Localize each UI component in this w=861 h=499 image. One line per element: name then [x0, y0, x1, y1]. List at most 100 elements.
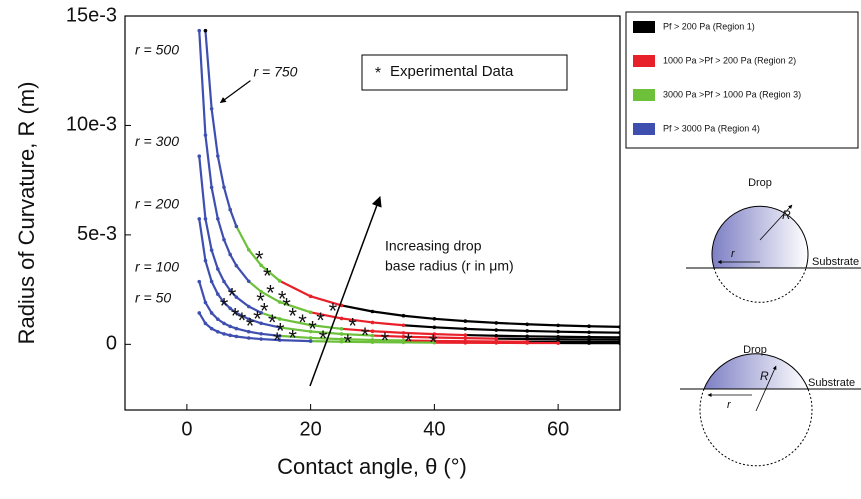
annotation: Increasing drop	[385, 238, 482, 254]
x-axis-label: Contact angle, θ (°)	[277, 454, 467, 479]
curve-point	[204, 217, 208, 221]
curve-segment	[527, 331, 558, 332]
curve-segment	[199, 313, 205, 323]
experimental-point: *	[273, 328, 282, 353]
curve-point	[464, 336, 468, 340]
region-label: Pf > 200 Pa (Region 1)	[663, 21, 755, 31]
experimental-point: *	[266, 280, 275, 305]
curve-point	[494, 328, 498, 332]
curve-label: r = 200	[135, 196, 179, 212]
curve-segment	[230, 210, 236, 227]
curve-point	[433, 326, 437, 330]
curve-point	[222, 332, 226, 336]
region-swatch	[633, 123, 655, 135]
curve-segment	[205, 31, 211, 109]
exp-legend-label: Experimental Data	[390, 63, 514, 80]
substrate-label: Substrate	[808, 377, 855, 389]
curve-point	[204, 301, 208, 305]
curve-point	[222, 322, 226, 326]
curve-point	[235, 335, 239, 339]
curve-point	[247, 305, 251, 309]
curve-point	[556, 324, 560, 328]
annotation: base radius (r in μm)	[385, 258, 514, 274]
curve-point	[464, 333, 468, 337]
curve-segment	[434, 319, 465, 321]
curve-point	[222, 185, 226, 189]
exp-legend-symbol: *	[375, 65, 381, 82]
curve-point	[197, 217, 201, 221]
experimental-point: *	[429, 330, 438, 355]
curve-label: r = 50	[135, 290, 171, 306]
experimental-point: *	[288, 325, 297, 350]
curve-point	[309, 311, 313, 315]
curve-segment	[199, 156, 205, 219]
curve-segment	[403, 316, 434, 319]
curve-point	[210, 186, 214, 190]
curve-point	[340, 317, 344, 321]
curve-point	[494, 321, 498, 325]
curve-point	[216, 330, 220, 334]
curve-segment	[465, 329, 496, 330]
experimental-point: *	[343, 330, 352, 355]
curve-segment	[199, 31, 205, 136]
curve-point	[210, 311, 214, 315]
curve-point	[618, 331, 622, 335]
curve-point	[464, 319, 468, 323]
x-tick-label: 20	[300, 418, 322, 440]
y-axis-label: Radius of Curvature, R (m)	[14, 82, 39, 345]
curve-segment	[199, 282, 205, 303]
curve-point	[402, 314, 406, 318]
curve-point	[525, 322, 529, 326]
curve-segment	[205, 261, 211, 282]
curve-segment	[218, 219, 224, 240]
y-tick-label: 0	[106, 333, 117, 355]
region-swatch	[633, 89, 655, 101]
curve-segment	[589, 326, 620, 327]
curve-point	[525, 329, 529, 333]
curve-point	[587, 330, 591, 334]
y-tick-label: 10e-3	[66, 114, 117, 136]
curve-segment	[496, 323, 527, 324]
curve-segment	[496, 336, 527, 337]
curve-point	[278, 279, 282, 283]
experimental-point: *	[404, 329, 413, 354]
curve-point	[525, 341, 529, 345]
curve-point	[235, 225, 239, 229]
drop-diagram: Drop R r Substrate	[680, 344, 861, 466]
curve-point	[210, 107, 214, 111]
curve-point	[371, 310, 375, 314]
curve-segment	[496, 330, 527, 331]
region-label: Pf > 3000 Pa (Region 4)	[663, 123, 760, 133]
curve-point	[402, 323, 406, 327]
curve-segment	[236, 266, 248, 282]
curve-point	[587, 341, 591, 345]
curve-point	[371, 334, 375, 338]
curve-segment	[434, 338, 465, 339]
region-label: 1000 Pa >Pf > 200 Pa (Region 2)	[663, 55, 796, 65]
curve-point	[371, 321, 375, 325]
curve-point	[204, 133, 208, 137]
curve-segment	[342, 318, 373, 322]
curve-segment	[218, 156, 224, 187]
r-label: r	[727, 399, 732, 411]
experimental-point: *	[329, 298, 338, 323]
curve-point	[216, 217, 220, 221]
drop-title: Drop	[748, 177, 772, 189]
experimental-point: *	[298, 310, 307, 335]
curve-point	[210, 327, 214, 331]
curve-segment	[205, 135, 211, 187]
curve-segment	[218, 269, 224, 281]
curve-point	[216, 267, 220, 271]
curve-point	[587, 324, 591, 328]
substrate-label: Substrate	[812, 256, 859, 268]
curve-segment	[434, 334, 465, 335]
curve-point	[371, 340, 375, 344]
curve-segment	[558, 332, 589, 333]
curve-label-arrow	[220, 81, 250, 103]
curve-point	[556, 341, 560, 345]
curve-point	[494, 341, 498, 345]
curve-segment	[212, 187, 218, 218]
drop-shape	[704, 354, 808, 389]
R-label: R	[760, 369, 769, 383]
